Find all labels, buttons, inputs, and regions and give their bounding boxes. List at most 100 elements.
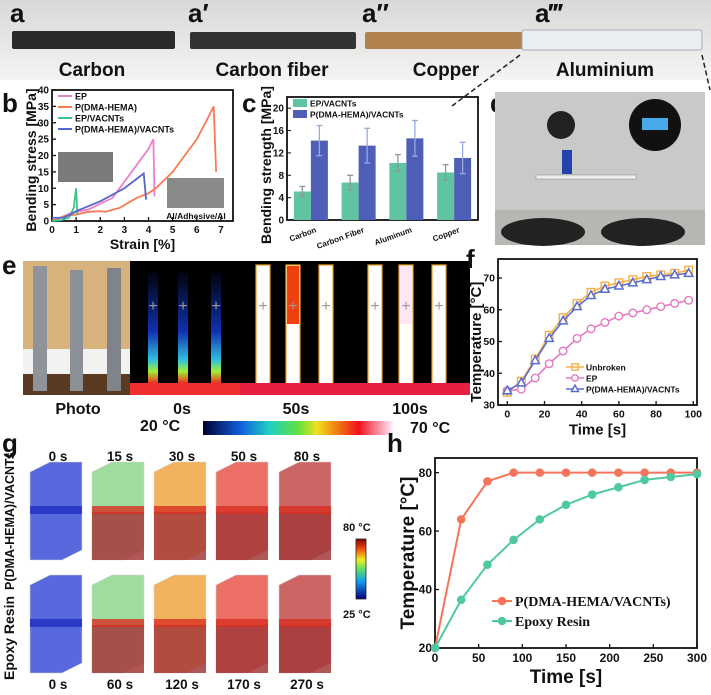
y-tick-label: 20 [273, 104, 285, 115]
simulation-box-lower-heated [279, 512, 331, 560]
time-label: 270 s [290, 677, 324, 690]
x-tick-label: 0 [504, 409, 510, 421]
x-tick-label: 200 [600, 651, 620, 665]
data-point [642, 305, 652, 315]
y-tick-label: 30 [38, 118, 50, 129]
thermal-sample-cold [178, 268, 188, 383]
thermal-colorbar [203, 421, 393, 435]
sample-carbon-photo [12, 31, 175, 49]
data-point [430, 643, 440, 653]
sample-carbon-fiber-photo [190, 32, 356, 49]
time-label: 120 s [165, 677, 199, 690]
x-tick-label: 7 [218, 225, 224, 236]
frame-label-50s: 50s [283, 401, 310, 418]
x-tick-label: Carbon [288, 225, 317, 243]
bar [358, 145, 376, 220]
colorbar-max-label: 70 °C [410, 420, 451, 437]
legend-swatch [293, 110, 307, 118]
data-point [509, 468, 518, 477]
y-tick-label: 0 [278, 216, 284, 227]
x-tick-label: 150 [556, 651, 576, 665]
x-tick-label: 5 [170, 225, 176, 236]
data-point [628, 308, 638, 318]
y-tick-label: 25 [38, 135, 50, 146]
data-point [587, 490, 597, 499]
y-tick-label: 80 [419, 466, 433, 480]
inset-label: Al/Adhesive/Al [166, 211, 226, 221]
photo-sample-1 [33, 266, 47, 391]
x-axis-label: Strain [%] [110, 236, 175, 252]
panel-h: h 0 50 100 150 200 250 300 20 40 60 80 Time [s] Temp… [387, 428, 707, 688]
data-point [627, 276, 639, 287]
y-tick-label: 4 [278, 193, 284, 204]
y-tick-label: 60 [483, 304, 495, 316]
sample-aluminium-photo [521, 29, 703, 51]
row-label-epoxy: Epoxy Resin [1, 596, 17, 680]
simulation-interface-layer [92, 506, 144, 514]
legend-label: EP [586, 374, 598, 384]
zoom-line-right [701, 54, 711, 91]
y-tick-label: 20 [419, 641, 433, 655]
panel-b-label: b [2, 88, 18, 118]
thermal-sample-hot [255, 264, 271, 394]
simulation-interface-layer [216, 619, 268, 627]
y-tick-label: 0 [43, 217, 49, 228]
data-point [613, 279, 625, 290]
data-point [535, 515, 545, 524]
data-point [558, 346, 568, 356]
simulation-interface-layer [279, 619, 331, 627]
y-tick-label: 10 [38, 184, 50, 195]
x-axis-label: Time [s] [530, 667, 603, 688]
label-carbon: Carbon [59, 60, 126, 81]
data-point [509, 535, 518, 545]
bonded-beam [535, 174, 637, 180]
panel-e-label: e [2, 250, 16, 280]
data-point [641, 273, 653, 284]
weight-plate-right [601, 218, 685, 246]
data-point [561, 468, 571, 477]
data-point [544, 359, 554, 369]
data-point [614, 482, 623, 492]
data-point [683, 267, 695, 278]
inset-photo-al-adhesive [167, 178, 224, 208]
legend-label: EP [75, 92, 87, 102]
x-tick-label: 0 [432, 651, 439, 665]
y-tick-label: 30 [483, 400, 495, 412]
y-tick-label: 40 [38, 86, 50, 97]
legend-label: P(DMA-HEMA)/VACNTs [586, 385, 680, 395]
data-point [586, 324, 596, 334]
crosshair-icon: + [288, 298, 297, 315]
data-point [515, 376, 527, 387]
chart-b: 0 1 2 3 4 5 6 7 0 5 10 15 20 25 30 35 40 Strain [%] Bendin… [23, 86, 234, 252]
thermal-sample-hot [318, 264, 334, 394]
time-label: 170 s [227, 677, 261, 690]
legend-label: P(DMA-HEMA)/VACNTs [75, 125, 174, 135]
crosshair-icon: + [211, 298, 220, 315]
y-axis-label: Bending strength [MPa] [258, 86, 274, 244]
y-tick-label: 8 [278, 171, 284, 182]
sim-colorbar-max: 80 °C [343, 522, 371, 534]
data-point [599, 283, 611, 293]
x-tick-label: Carbon Fiber [315, 225, 365, 250]
y-tick-label: 15 [38, 167, 50, 178]
y-tick-label: 60 [419, 524, 433, 538]
simulation-interface-layer [216, 506, 268, 514]
simulation-boxes: 0 s 15 s 30 s 50 s 80 s 0 s 60 s 120 s 170 s 270 … [29, 449, 332, 692]
x-tick-label: Aluminum [373, 225, 413, 247]
data-point [571, 363, 579, 371]
data-point [666, 472, 676, 482]
frame-label-0s: 0s [173, 401, 191, 418]
data-point [483, 560, 492, 569]
plot-frame [286, 96, 479, 221]
panel-f-label: f [466, 244, 475, 274]
frame-label-100s: 100s [392, 401, 428, 418]
simulation-box-lower-heated [279, 625, 331, 673]
x-tick-label: 20 [539, 409, 551, 421]
y-tick-label: 70 [483, 273, 495, 285]
time-label: 15 s [107, 449, 133, 464]
panel-e: e + + + + + + + + + Photo 0s 50s 100s 20 °C 70 °… [2, 250, 470, 437]
thermal-sample-hot [431, 264, 447, 394]
data-point [614, 468, 623, 477]
y-tick-label: 40 [419, 583, 433, 597]
